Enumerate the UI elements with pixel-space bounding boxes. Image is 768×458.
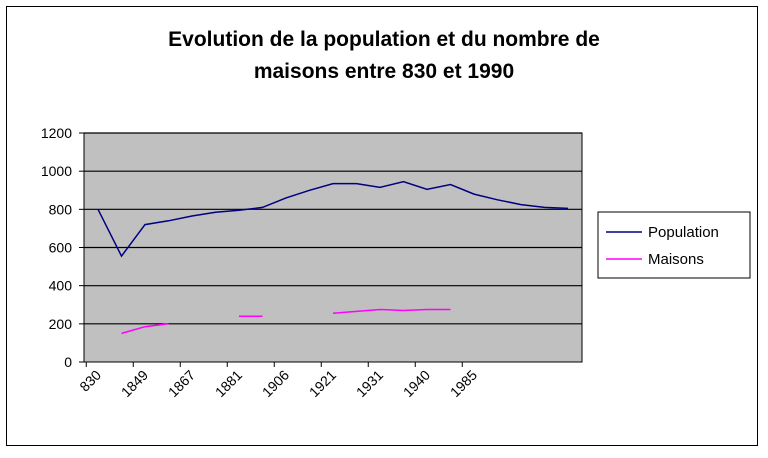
y-axis-ticks: 0 200 400 600 800 1000 1200 xyxy=(41,125,84,370)
y-tick-label-400: 400 xyxy=(49,278,73,294)
x-tick-label-1921: 1921 xyxy=(306,367,339,400)
y-tick-label-800: 800 xyxy=(49,201,73,217)
x-tick-label-1985: 1985 xyxy=(447,367,480,400)
y-tick-label-0: 0 xyxy=(64,354,72,370)
legend: Population Maisons xyxy=(597,211,751,279)
x-tick-label-1867: 1867 xyxy=(165,367,198,400)
legend-box xyxy=(597,211,751,279)
y-tick-label-1200: 1200 xyxy=(41,125,72,141)
legend-label-maisons: Maisons xyxy=(648,251,704,268)
x-tick-label-1849: 1849 xyxy=(118,367,151,400)
series-maisons-segment-0 xyxy=(121,323,169,335)
x-tick-label-1931: 1931 xyxy=(353,367,386,400)
legend-label-population: Population xyxy=(648,224,719,241)
chart-title: Evolution de la population et du nombre … xyxy=(0,24,768,88)
chart-title-line-1: Evolution de la population et du nombre … xyxy=(168,28,600,51)
x-tick-label-1940: 1940 xyxy=(400,367,433,400)
series-maisons-segment-2 xyxy=(332,308,451,315)
y-tick-label-200: 200 xyxy=(49,316,73,332)
y-tick-label-600: 600 xyxy=(49,240,73,256)
chart-title-line-2: maisons entre 830 et 1990 xyxy=(253,60,515,83)
series-lines xyxy=(97,180,569,335)
y-tick-label-1000: 1000 xyxy=(41,163,72,179)
series-population-segment-0 xyxy=(97,180,569,258)
x-tick-label-1906: 1906 xyxy=(259,367,292,400)
x-axis-ticks: 830 1849 1867 1881 1906 1921 1931 1940 1985 xyxy=(76,362,480,400)
x-tick-label-830: 830 xyxy=(76,367,104,395)
x-tick-label-1881: 1881 xyxy=(212,367,245,400)
